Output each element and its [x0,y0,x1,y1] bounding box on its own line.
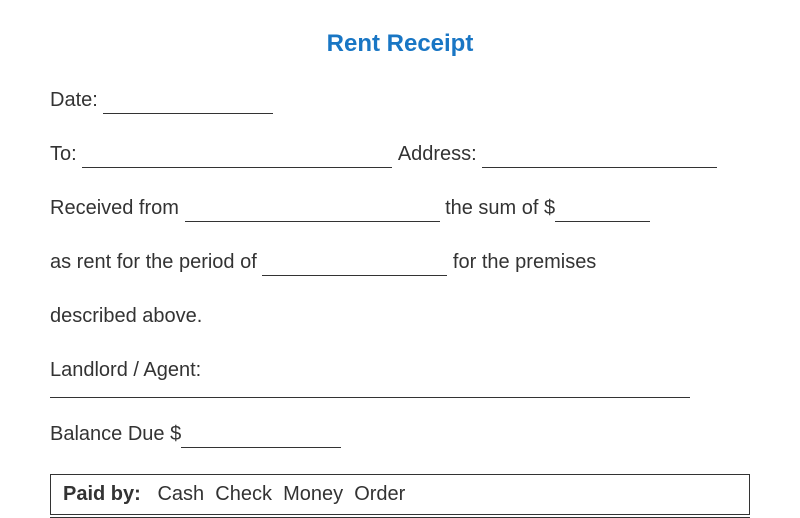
date-blank[interactable] [103,92,273,114]
received-from-label: Received from [50,197,179,219]
balance-blank[interactable] [181,426,341,448]
paid-by-label: Paid by: [63,483,141,505]
sum-blank[interactable] [555,200,650,222]
date-row: Date: [50,86,750,114]
paid-options: Cash Check Money Order [157,483,405,505]
described-row: described above. [50,302,750,330]
premises-label: for the premises [453,251,596,273]
period-blank[interactable] [262,254,447,276]
balance-row: Balance Due $ [50,420,750,448]
to-label: To: [50,143,77,165]
landlord-label: Landlord / Agent: [50,359,201,381]
address-label: Address: [398,143,477,165]
sum-label: the sum of $ [445,197,555,219]
address-blank[interactable] [482,146,717,168]
received-row: Received from the sum of $ [50,194,750,222]
described-above-text: described above. [50,305,202,327]
receipt-title: Rent Receipt [50,30,750,58]
to-blank[interactable] [82,146,392,168]
date-label: Date: [50,89,98,111]
period-row: as rent for the period of for the premis… [50,248,750,276]
rent-period-label: as rent for the period of [50,251,257,273]
balance-label: Balance Due $ [50,423,181,445]
signature-blank[interactable] [50,390,690,398]
to-address-row: To: Address: [50,140,750,168]
landlord-row: Landlord / Agent: [50,356,750,384]
received-from-blank[interactable] [185,200,440,222]
